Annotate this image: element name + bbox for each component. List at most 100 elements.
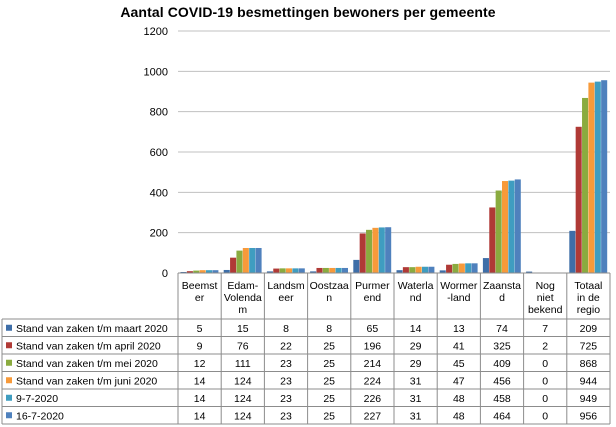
- table-value: 409: [493, 358, 511, 370]
- table-value: 74: [496, 323, 508, 335]
- category-label: m: [238, 304, 247, 316]
- legend-key: [6, 412, 12, 419]
- table-value: 23: [280, 410, 292, 422]
- bar: [402, 267, 409, 273]
- table-value: 124: [234, 393, 252, 405]
- legend-key: [6, 394, 12, 401]
- table-value: 29: [410, 358, 422, 370]
- bar: [273, 268, 280, 273]
- bar: [446, 264, 453, 273]
- y-tick-label: 1200: [144, 26, 168, 38]
- bar: [310, 271, 317, 273]
- category-label: Totaal: [574, 280, 602, 292]
- bar: [186, 271, 193, 273]
- y-tick-label: 600: [150, 147, 168, 159]
- table-value: 464: [493, 410, 511, 422]
- bar: [279, 268, 286, 273]
- table-value: 214: [364, 358, 382, 370]
- table-value: 25: [323, 375, 335, 387]
- bar: [359, 233, 366, 273]
- table-value: 23: [280, 358, 292, 370]
- table-value: 12: [194, 358, 206, 370]
- bar: [452, 263, 459, 273]
- bar: [223, 269, 230, 273]
- category-label: regio: [577, 304, 601, 316]
- bar: [286, 268, 293, 273]
- table-value: 0: [542, 375, 548, 387]
- table-value: 868: [580, 358, 598, 370]
- table-value: 47: [453, 375, 465, 387]
- bar: [242, 247, 249, 273]
- bar: [471, 263, 478, 273]
- table-value: 5: [197, 323, 203, 335]
- bar: [249, 247, 256, 273]
- bar: [193, 270, 200, 273]
- bar: [569, 230, 576, 273]
- table-value: 76: [237, 340, 249, 352]
- table-value: 14: [194, 393, 206, 405]
- table-value: 13: [453, 323, 465, 335]
- category-label: Edam-: [227, 280, 258, 292]
- table-value: 45: [453, 358, 465, 370]
- category-label: d: [499, 292, 505, 304]
- bar: [266, 271, 273, 273]
- bar: [465, 263, 472, 273]
- legend-key: [6, 324, 12, 331]
- legend-label: Stand van zaken t/m maart 2020: [16, 323, 168, 335]
- bar: [199, 270, 206, 273]
- table-value: 23: [280, 393, 292, 405]
- category-label: in de: [577, 292, 600, 304]
- bar: [212, 270, 219, 273]
- bar: [502, 181, 509, 273]
- bar: [415, 266, 422, 273]
- category-label: Oostzaa: [310, 280, 349, 292]
- table-value: 41: [453, 340, 465, 352]
- table-value: 29: [410, 340, 422, 352]
- bar: [421, 266, 429, 273]
- category-label: bekend: [528, 304, 563, 316]
- y-tick-label: 1000: [144, 66, 168, 78]
- bar: [482, 258, 489, 273]
- y-tick-label: 800: [150, 107, 168, 119]
- y-tick-label: 0: [162, 268, 168, 280]
- category-label: niet: [537, 292, 554, 304]
- category-label: Purmer: [355, 280, 390, 292]
- table-value: 2: [542, 340, 548, 352]
- table-value: 956: [580, 410, 598, 422]
- table-value: 0: [542, 358, 548, 370]
- legend-key: [6, 377, 12, 384]
- table-value: 458: [493, 393, 511, 405]
- bar: [396, 270, 403, 273]
- table-value: 0: [542, 393, 548, 405]
- table-value: 25: [323, 393, 335, 405]
- table-value: 124: [234, 375, 252, 387]
- table-value: 48: [453, 393, 465, 405]
- table-value: 25: [323, 340, 335, 352]
- category-label: -land: [447, 292, 471, 304]
- category-label: Volenda: [224, 292, 262, 304]
- bar: [292, 268, 299, 273]
- category-label: eer: [278, 292, 294, 304]
- bar: [428, 266, 435, 273]
- table-value: 8: [326, 323, 332, 335]
- table-value: 325: [493, 340, 511, 352]
- table-value: 227: [364, 410, 382, 422]
- bar: [594, 81, 601, 273]
- bar: [298, 268, 305, 273]
- category-label: Wormer: [440, 280, 478, 292]
- legend-label: 16-7-2020: [16, 410, 64, 422]
- category-label: Landsm: [267, 280, 305, 292]
- table-value: 209: [580, 323, 598, 335]
- bar: [366, 229, 373, 273]
- bar: [588, 82, 595, 273]
- bar: [458, 263, 465, 273]
- table-value: 9: [197, 340, 203, 352]
- table-value: 25: [323, 358, 335, 370]
- bar: [353, 259, 360, 273]
- bar: [514, 179, 521, 273]
- table-value: 48: [453, 410, 465, 422]
- table-value: 224: [364, 375, 382, 387]
- bar: [372, 227, 379, 273]
- bar: [205, 270, 213, 273]
